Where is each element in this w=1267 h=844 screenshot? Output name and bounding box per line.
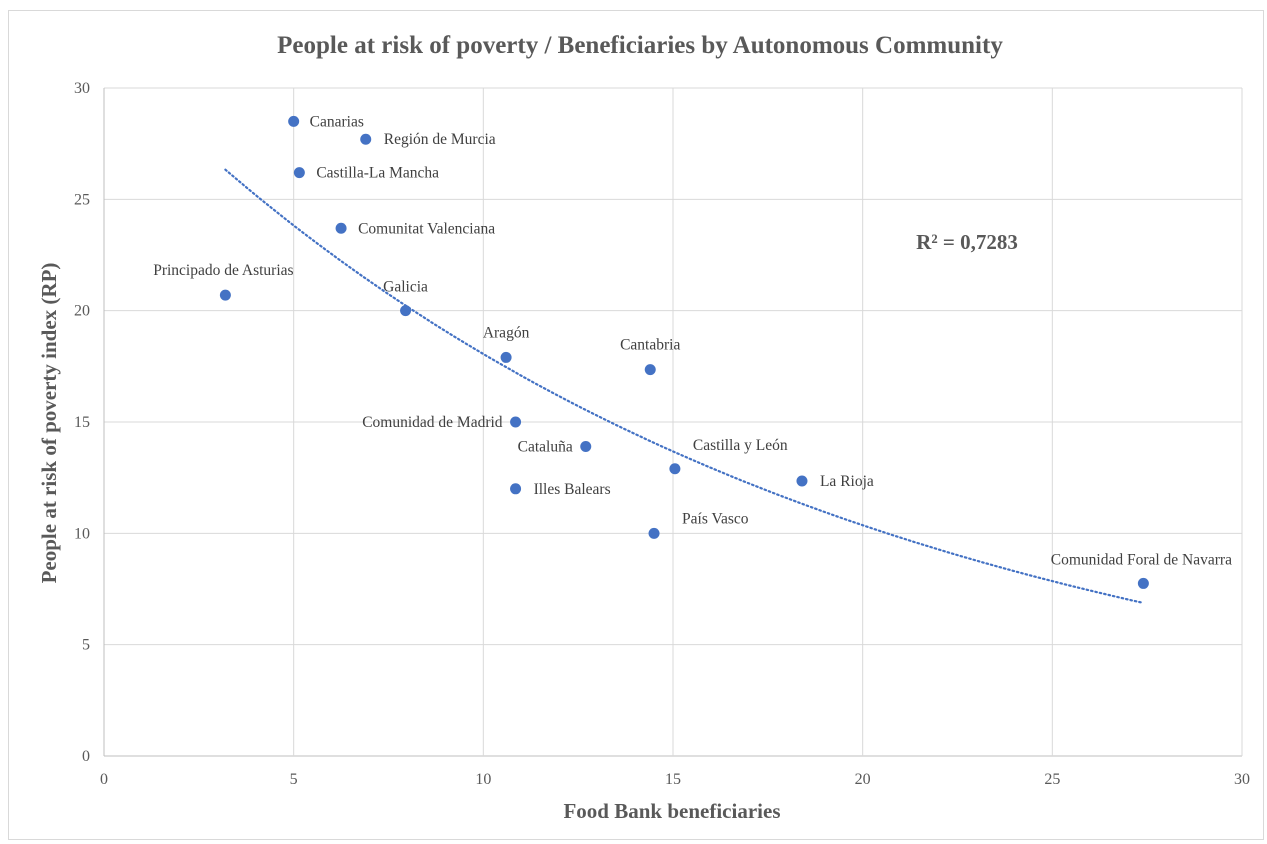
chart-title: People at risk of poverty / Beneficiarie…	[277, 32, 1003, 59]
data-point	[649, 528, 660, 539]
point-label: Canarias	[310, 113, 364, 130]
data-point	[580, 441, 591, 452]
x-tick-label: 20	[855, 771, 871, 788]
x-tick-label: 10	[475, 771, 491, 788]
x-tick-label: 15	[665, 771, 681, 788]
point-label: Castilla-La Mancha	[316, 165, 439, 182]
data-point	[360, 134, 371, 145]
data-point	[510, 483, 521, 494]
point-label: Aragón	[483, 324, 530, 341]
point-label: Principado de Asturias	[153, 262, 293, 279]
y-axis-title: People at risk of poverty index (RP)	[37, 263, 61, 584]
data-point	[510, 417, 521, 428]
x-axis-title: Food Bank beneficiaries	[563, 799, 780, 823]
y-tick-label: 30	[74, 80, 90, 97]
data-point	[796, 476, 807, 487]
y-tick-label: 10	[74, 525, 90, 542]
data-point	[220, 290, 231, 301]
point-label: País Vasco	[682, 510, 749, 527]
y-tick-label: 15	[74, 414, 90, 431]
data-point	[501, 352, 512, 363]
point-label: Illes Balears	[534, 481, 611, 498]
point-label: Comunidad Foral de Navarra	[1051, 551, 1232, 568]
x-tick-label: 30	[1234, 771, 1250, 788]
point-label: Región de Murcia	[384, 131, 496, 148]
point-label: Galicia	[383, 279, 428, 296]
point-label: Castilla y León	[693, 437, 788, 454]
data-point	[669, 463, 680, 474]
data-point	[400, 305, 411, 316]
y-tick-label: 5	[82, 637, 90, 654]
y-tick-label: 20	[74, 303, 90, 320]
x-tick-label: 5	[290, 771, 298, 788]
x-tick-label: 25	[1044, 771, 1060, 788]
y-tick-label: 25	[74, 191, 90, 208]
data-point	[645, 364, 656, 375]
data-point	[1138, 578, 1149, 589]
x-tick-label: 0	[100, 771, 108, 788]
point-label: Comunitat Valenciana	[358, 220, 495, 237]
data-point	[288, 116, 299, 127]
point-label: Cantabria	[620, 337, 680, 354]
r-squared-label: R² = 0,7283	[916, 230, 1018, 254]
tick-labels: 0 5 10 15 20 25 30 0 5 10 15 20 25 30	[74, 80, 1250, 788]
data-point	[294, 167, 305, 178]
point-label: La Rioja	[820, 473, 874, 490]
point-label: Cataluña	[518, 438, 573, 455]
point-label: Comunidad de Madrid	[362, 414, 503, 431]
data-point	[336, 223, 347, 234]
gridlines	[104, 88, 1242, 756]
point-labels: Canarias Región de Murcia Castilla-La Manc…	[153, 113, 1232, 568]
y-tick-label: 0	[82, 748, 90, 765]
